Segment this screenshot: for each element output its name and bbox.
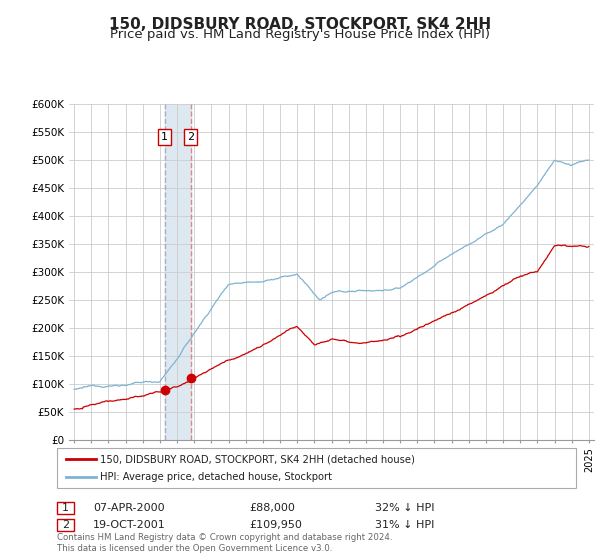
Bar (164, 104, 191, 440)
Text: £109,950: £109,950 (249, 520, 302, 530)
Text: 150, DIDSBURY ROAD, STOCKPORT, SK4 2HH: 150, DIDSBURY ROAD, STOCKPORT, SK4 2HH (109, 17, 491, 32)
Text: 19-OCT-2001: 19-OCT-2001 (93, 520, 166, 530)
Text: HPI: Average price, detached house, Stockport: HPI: Average price, detached house, Stoc… (100, 472, 332, 482)
Text: £88,000: £88,000 (249, 503, 295, 513)
Text: 07-APR-2000: 07-APR-2000 (93, 503, 164, 513)
Text: 31% ↓ HPI: 31% ↓ HPI (375, 520, 434, 530)
Text: Price paid vs. HM Land Registry's House Price Index (HPI): Price paid vs. HM Land Registry's House … (110, 28, 490, 41)
Text: 150, DIDSBURY ROAD, STOCKPORT, SK4 2HH (detached house): 150, DIDSBURY ROAD, STOCKPORT, SK4 2HH (… (100, 454, 415, 464)
Text: 2: 2 (187, 132, 194, 142)
Text: 32% ↓ HPI: 32% ↓ HPI (375, 503, 434, 513)
Text: 2: 2 (62, 520, 69, 530)
Text: 1: 1 (62, 503, 69, 513)
Text: Contains HM Land Registry data © Crown copyright and database right 2024.
This d: Contains HM Land Registry data © Crown c… (57, 533, 392, 553)
Text: 1: 1 (161, 132, 168, 142)
